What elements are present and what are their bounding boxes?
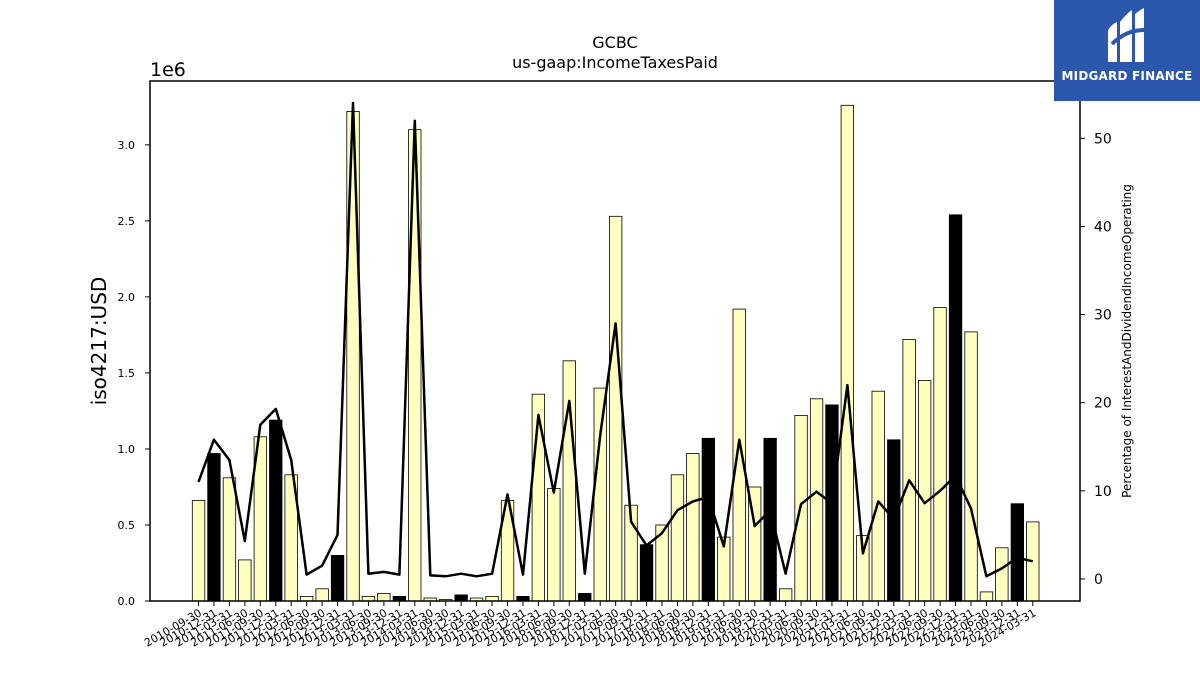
bar-2016-12-31 — [578, 593, 592, 602]
y-axis-label: iso4217:USD — [87, 277, 111, 406]
bar-2010-09-30 — [191, 500, 206, 602]
bar-2020-09-30 — [809, 398, 824, 602]
bar-2023-12-31 — [1010, 503, 1024, 602]
bar-2022-12-31 — [948, 214, 963, 602]
chart-title: GCBC — [592, 33, 637, 52]
bar-2019-06-30 — [732, 308, 746, 602]
bar-2023-09-30 — [995, 547, 1009, 602]
bar-2017-12-31 — [639, 544, 654, 602]
axes-layer: 0.00.51.01.52.02.53.0010203040502010-09-… — [118, 131, 1112, 649]
bar-2023-03-31 — [964, 331, 978, 602]
bar-2012-12-31 — [330, 555, 345, 602]
bar-2014-12-31 — [454, 594, 468, 602]
bar-2018-12-31 — [701, 437, 715, 602]
bar-2019-12-31 — [763, 437, 777, 602]
bar-2013-03-31 — [346, 111, 360, 602]
bar-2022-09-30 — [933, 307, 947, 602]
bar-2012-09-30 — [315, 588, 329, 602]
bar-2011-03-31 — [222, 477, 237, 602]
percentage-line — [197, 101, 1034, 578]
y2-axis-label: Percentage of InterestAndDividendIncomeO… — [1120, 184, 1134, 498]
plot-frame — [149, 80, 1081, 602]
bar-2018-06-30 — [670, 474, 685, 602]
bar-2022-03-31 — [902, 339, 916, 602]
bar-2014-03-31 — [408, 129, 422, 602]
bar-2016-06-30 — [547, 488, 561, 602]
bar-2021-03-31 — [840, 104, 854, 602]
bars-layer — [191, 104, 1040, 602]
chart-subtitle: us-gaap:IncomeTaxesPaid — [512, 53, 718, 72]
bar-2011-06-30 — [238, 559, 252, 602]
y-tick-label: 2.5 — [118, 215, 136, 228]
y-tick-label: 1.0 — [118, 443, 136, 456]
y2-tick-label: 20 — [1094, 396, 1112, 412]
y2-tick-label: 50 — [1094, 131, 1112, 147]
line-layer — [197, 101, 1034, 578]
bar-2017-06-30 — [609, 215, 623, 602]
bar-2016-09-30 — [562, 360, 576, 602]
y-tick-label: 1.5 — [118, 367, 136, 380]
bar-2021-12-31 — [887, 439, 901, 602]
y2-tick-label: 30 — [1094, 308, 1112, 324]
logo-icon — [1108, 8, 1145, 62]
bar-2010-12-31 — [207, 453, 221, 602]
y2-tick-label: 10 — [1094, 484, 1112, 500]
y2-tick-label: 40 — [1094, 219, 1112, 235]
bar-2021-09-30 — [871, 390, 885, 602]
brand-logo: MIDGARD FINANCE — [1054, 0, 1200, 101]
y2-tick-label: 0 — [1094, 572, 1103, 588]
bar-2017-03-31 — [593, 387, 607, 602]
bar-2022-06-30 — [918, 380, 932, 602]
y-tick-label: 0.5 — [118, 519, 136, 532]
y-offset-text: 1e6 — [150, 59, 186, 81]
bar-2023-06-30 — [979, 591, 994, 602]
y-tick-label: 0.0 — [118, 595, 136, 608]
y-tick-label: 2.0 — [118, 291, 136, 304]
bar-2013-09-30 — [377, 593, 391, 602]
bar-2011-12-31 — [269, 419, 283, 602]
bar-2020-03-31 — [779, 588, 793, 602]
y-tick-label: 3.0 — [118, 139, 136, 152]
logo-text: MIDGARD FINANCE — [1061, 69, 1193, 83]
bar-2018-09-30 — [686, 453, 700, 602]
